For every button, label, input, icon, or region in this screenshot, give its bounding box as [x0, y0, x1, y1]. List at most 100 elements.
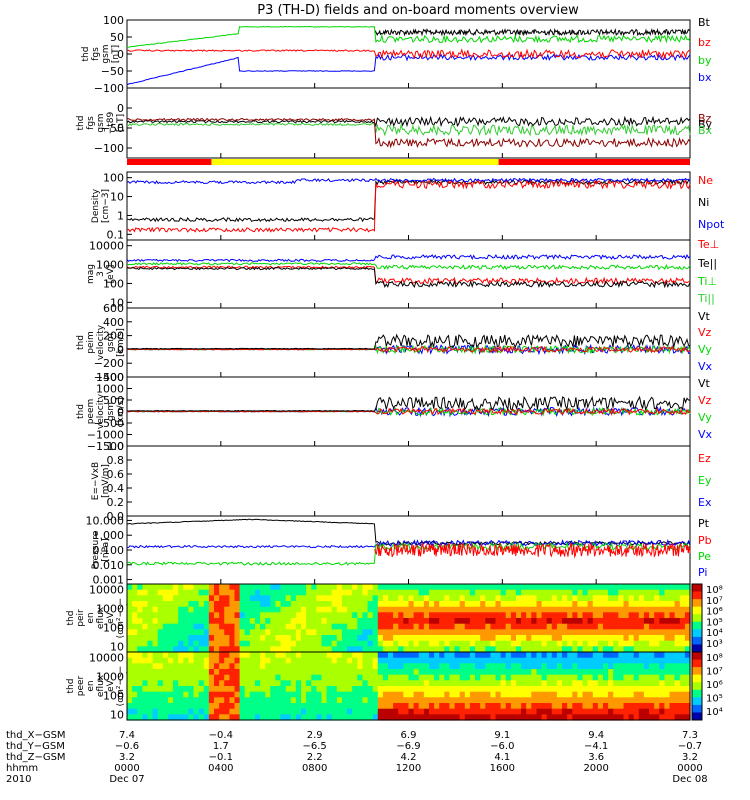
spectrogram-cell — [536, 612, 543, 619]
spectrogram-cell — [587, 652, 594, 659]
spectrogram-cell — [485, 708, 491, 715]
spectrogram-cell — [521, 652, 527, 659]
spectrogram-cell — [183, 708, 189, 715]
spectrogram-cell — [326, 697, 333, 704]
spectrogram-cell — [347, 646, 353, 653]
spectrogram-cell — [167, 703, 174, 710]
spectrogram-cell — [449, 612, 456, 619]
spectrogram-cell — [684, 601, 691, 608]
spectrogram-cell — [188, 708, 195, 715]
spectrogram-cell — [495, 703, 502, 710]
spectrogram-cell — [577, 635, 584, 642]
trace-tpot — [126, 253, 691, 263]
spectrogram-cell — [342, 623, 348, 630]
spectrogram-cell — [311, 697, 317, 704]
spectrogram-cell — [505, 708, 512, 715]
spectrogram-cell — [290, 589, 297, 596]
spectrogram-cell — [301, 640, 307, 647]
spectrogram-cell — [173, 680, 179, 687]
spectrogram-cell — [132, 669, 138, 676]
spectrogram-cell — [572, 635, 578, 642]
spectrogram-cell — [429, 646, 435, 653]
spectrogram-cell — [475, 612, 481, 619]
spectrogram-cell — [480, 589, 486, 596]
spectrogram-cell — [270, 657, 276, 664]
spectrogram-cell — [234, 697, 241, 704]
spectrogram-cell — [137, 697, 143, 704]
spectrogram-cell — [490, 646, 497, 653]
spectrogram-cell — [597, 686, 604, 693]
spectrogram-cell — [285, 640, 292, 647]
spectrogram-cell — [352, 697, 358, 704]
spectrogram-cell — [546, 612, 553, 619]
spectrogram-cell — [342, 612, 348, 619]
spectrogram-cell — [613, 618, 619, 625]
spectrogram-cell — [556, 589, 563, 596]
spectrogram-cell — [516, 618, 522, 625]
spectrogram-cell — [173, 629, 179, 636]
spectrogram-cell — [454, 646, 461, 653]
spectrogram-cell — [418, 618, 425, 625]
spectrogram-cell — [475, 640, 481, 647]
spectrogram-cell — [285, 708, 292, 715]
spectrogram-cell — [423, 646, 430, 653]
spectrogram-cell — [229, 589, 236, 596]
spectrogram-cell — [342, 680, 348, 687]
spectrogram-cell — [260, 584, 266, 591]
spectrogram-cell — [582, 691, 589, 698]
spectrogram-cell — [408, 584, 415, 591]
spectrogram-cell — [239, 618, 246, 625]
spectrogram-cell — [434, 646, 440, 653]
spectrogram-cell — [649, 663, 655, 670]
spectrogram-cell — [198, 669, 205, 676]
spectrogram-cell — [551, 646, 558, 653]
spectrogram-cell — [301, 595, 307, 602]
spectrogram-cell — [214, 697, 220, 704]
x-axis-value: 3.6 — [588, 752, 604, 763]
spectrogram-cell — [505, 669, 512, 676]
trace-bx — [126, 53, 691, 86]
spectrogram-cell — [480, 714, 486, 721]
spectrogram-cell — [336, 674, 343, 681]
spectrogram-cell — [127, 629, 133, 636]
spectrogram-cell — [684, 623, 691, 630]
spectrogram-cell — [301, 708, 307, 715]
spectrogram-cell — [311, 635, 317, 642]
spectrogram-cell — [162, 595, 169, 602]
spectrogram-cell — [270, 663, 276, 670]
spectrogram-cell — [669, 669, 676, 676]
spectrogram-cell — [157, 623, 164, 630]
y-tick-label: −1500 — [87, 440, 124, 453]
spectrogram-cell — [173, 703, 179, 710]
spectrogram-cell — [301, 697, 307, 704]
spectrogram-cell — [270, 697, 276, 704]
spectrogram-cell — [649, 640, 655, 647]
spectrogram-cell — [654, 714, 660, 721]
spectrogram-cell — [469, 623, 476, 630]
spectrogram-cell — [408, 703, 415, 710]
spectrogram-cell — [418, 669, 425, 676]
spectrogram-cell — [469, 703, 476, 710]
spectrogram-cell — [255, 635, 261, 642]
spectrogram-cell — [628, 629, 635, 636]
spectrogram-cell — [643, 618, 650, 625]
spectrogram-cell — [454, 657, 461, 664]
spectrogram-cell — [331, 646, 338, 653]
spectrogram-cell — [326, 612, 333, 619]
spectrogram-cell — [372, 652, 379, 659]
spectrogram-cell — [127, 703, 133, 710]
spectrogram-cell — [331, 623, 338, 630]
spectrogram-cell — [475, 623, 481, 630]
spectrogram-cell — [162, 714, 169, 721]
spectrogram-cell — [198, 584, 205, 591]
spectrogram-cell — [628, 589, 635, 596]
spectrogram-cell — [418, 589, 425, 596]
spectrogram-cell — [562, 674, 568, 681]
spectrogram-cell — [521, 606, 527, 613]
spectrogram-cell — [469, 595, 476, 602]
spectrogram-cell — [572, 697, 578, 704]
spectrogram-cell — [388, 623, 394, 630]
legend-entry: Te⊥ — [697, 238, 719, 251]
spectrogram-cell — [454, 589, 461, 596]
